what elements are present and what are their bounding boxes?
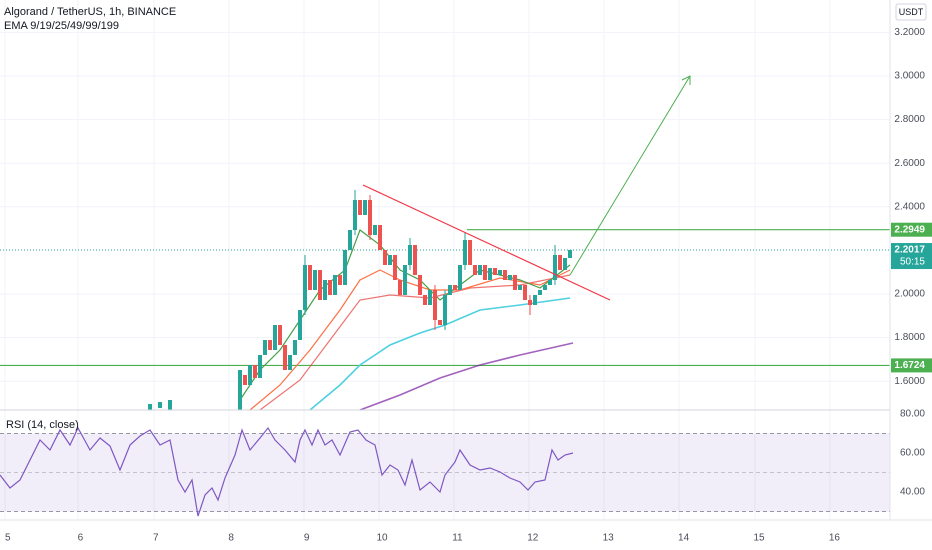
price-tick-label: 1.8000 (894, 332, 925, 343)
time-label: 11 (452, 533, 463, 544)
price-tick-label: 2.0000 (894, 289, 925, 300)
rsi-levels (0, 433, 890, 512)
time-label: 10 (376, 533, 388, 544)
price-label-box (891, 243, 932, 270)
price-label: 2.2017 (894, 245, 925, 256)
price-tick-label: 3.2000 (894, 27, 925, 38)
price-label: 1.6724 (894, 360, 925, 371)
horizontal-grid (0, 31, 890, 382)
rsi-tick-label: 60.00 (900, 448, 925, 459)
price-label: 2.2949 (894, 224, 925, 235)
rsi-line (0, 426, 574, 517)
currency-button[interactable] (895, 3, 927, 21)
rsi-title: RSI (14, close) (6, 419, 79, 431)
time-label: 15 (753, 533, 765, 544)
price-tick-label: 1.6000 (894, 376, 925, 387)
price-label-box (891, 222, 932, 237)
price-tick-label: 2.8000 (894, 114, 925, 125)
time-label: 5 (5, 533, 11, 544)
price-tick-label: 2.4000 (894, 201, 925, 212)
levels (0, 229, 890, 367)
rsi-tick-label: 80.00 (900, 409, 925, 420)
time-label: 13 (603, 533, 615, 544)
trendline (362, 184, 611, 301)
projection-arrow (569, 75, 691, 276)
axes: 3.2000 3.0000 2.8000 2.6000 2.4000 2.0000 1.80… (5, 27, 932, 544)
symbol-title: Algorand / TetherUS, 1h, BINANCE (4, 6, 176, 18)
countdown: 50:15 (900, 257, 925, 268)
currency[interactable]: USDT (899, 7, 924, 17)
price-label-box (891, 358, 932, 373)
price-tick-label: 2.6000 (894, 158, 925, 169)
time-label: 6 (78, 533, 84, 544)
rsi-tick-label: 40.00 (900, 487, 925, 498)
price-axis (890, 0, 932, 550)
price-tick-label: 3.0000 (894, 71, 925, 82)
candles (148, 190, 572, 410)
time-label: 9 (304, 533, 310, 544)
time-label: 8 (228, 533, 234, 544)
time-label: 14 (678, 533, 690, 544)
time-label: 7 (153, 533, 159, 544)
indicator-title: EMA 9/19/25/49/99/199 (4, 20, 119, 32)
time-label: 16 (829, 533, 841, 544)
time-label: 12 (527, 533, 539, 544)
